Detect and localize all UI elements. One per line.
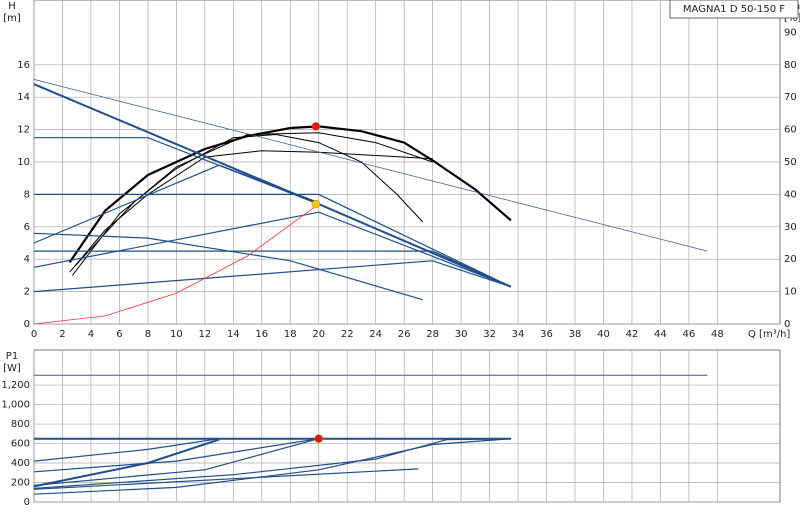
y-axis-unit: [W] — [3, 363, 21, 374]
y2-tick-label: 60 — [784, 125, 797, 136]
y-tick-label: 1,200 — [1, 380, 30, 391]
y-tick-label: 14 — [17, 92, 30, 103]
duty-point — [311, 199, 321, 209]
x-tick-label: 18 — [284, 329, 297, 340]
x-tick-label: 24 — [369, 329, 382, 340]
y-axis-unit: [m] — [3, 13, 21, 24]
y-tick-label: 12 — [17, 125, 30, 136]
curve — [33, 438, 319, 473]
y-tick-label: 0 — [24, 319, 30, 330]
title-box — [669, 0, 799, 19]
y-tick-label: 8 — [24, 189, 30, 200]
x-tick-label: 0 — [31, 329, 37, 340]
x-tick-label: 42 — [626, 329, 639, 340]
x-tick-label: 16 — [255, 329, 268, 340]
x-tick-label: 40 — [597, 329, 610, 340]
curve — [33, 211, 512, 288]
curve — [69, 150, 433, 273]
y-tick-label: 10 — [17, 157, 30, 168]
y2-tick-label: 50 — [784, 157, 797, 168]
x-tick-label: 12 — [198, 329, 211, 340]
plot-area — [33, 349, 781, 503]
y-tick-label: 6 — [24, 222, 30, 233]
y-tick-label: 16 — [17, 60, 30, 71]
y2-tick-label: 70 — [784, 92, 797, 103]
curve — [68, 125, 512, 264]
chart-title: MAGNA1 D 50-150 F — [683, 4, 785, 15]
curve — [34, 250, 512, 288]
x-tick-label: 48 — [711, 329, 724, 340]
duty-point — [311, 122, 321, 131]
y2-tick-label: 20 — [784, 254, 797, 265]
y-tick-label: 200 — [11, 478, 30, 489]
x-tick-label: 20 — [312, 329, 325, 340]
y-tick-label: 2 — [24, 287, 30, 298]
x-tick-label: 44 — [654, 329, 667, 340]
curve — [33, 203, 319, 325]
curve — [33, 164, 319, 244]
y2-tick-label: 40 — [784, 189, 797, 200]
y-tick-label: 400 — [11, 458, 30, 469]
curve — [33, 468, 419, 490]
x-tick-label: 8 — [145, 329, 151, 340]
curve — [33, 438, 220, 488]
y2-tick-label: 0 — [784, 319, 790, 330]
x-tick-label: 32 — [483, 329, 496, 340]
y-tick-label: 800 — [11, 419, 30, 430]
y-axis-label: H — [8, 1, 16, 12]
x-tick-label: 30 — [455, 329, 468, 340]
x-tick-label: 4 — [88, 329, 94, 340]
y2-tick-label: 90 — [784, 27, 797, 38]
curve — [33, 232, 423, 301]
x-tick-label: 26 — [398, 329, 411, 340]
curve — [73, 132, 433, 268]
x-tick-label: 38 — [569, 329, 582, 340]
y2-tick-label: 30 — [784, 222, 797, 233]
curve — [34, 193, 512, 288]
curve — [33, 438, 220, 462]
y-tick-label: 0 — [24, 497, 30, 508]
y2-tick-label: 10 — [784, 287, 797, 298]
x-tick-label: 46 — [683, 329, 696, 340]
x-tick-label: 22 — [341, 329, 354, 340]
y-tick-label: 1,000 — [1, 400, 30, 411]
x-tick-label: 6 — [116, 329, 122, 340]
curve — [33, 438, 511, 495]
curve — [33, 260, 512, 293]
x-tick-label: 28 — [426, 329, 439, 340]
curve — [34, 137, 319, 205]
x-tick-label: 14 — [227, 329, 240, 340]
curve — [33, 79, 708, 252]
y2-tick-label: 80 — [784, 60, 797, 71]
x-tick-label: 2 — [59, 329, 65, 340]
x-tick-label: 10 — [170, 329, 183, 340]
x-tick-label: 34 — [512, 329, 525, 340]
y-tick-label: 4 — [24, 254, 30, 265]
duty-point — [314, 434, 323, 443]
y-axis-label: P1 — [6, 351, 18, 362]
curve — [33, 438, 511, 489]
y-tick-label: 600 — [11, 439, 30, 450]
x-tick-label: 36 — [540, 329, 553, 340]
x-axis-label: Q [m³/h] — [748, 329, 790, 340]
